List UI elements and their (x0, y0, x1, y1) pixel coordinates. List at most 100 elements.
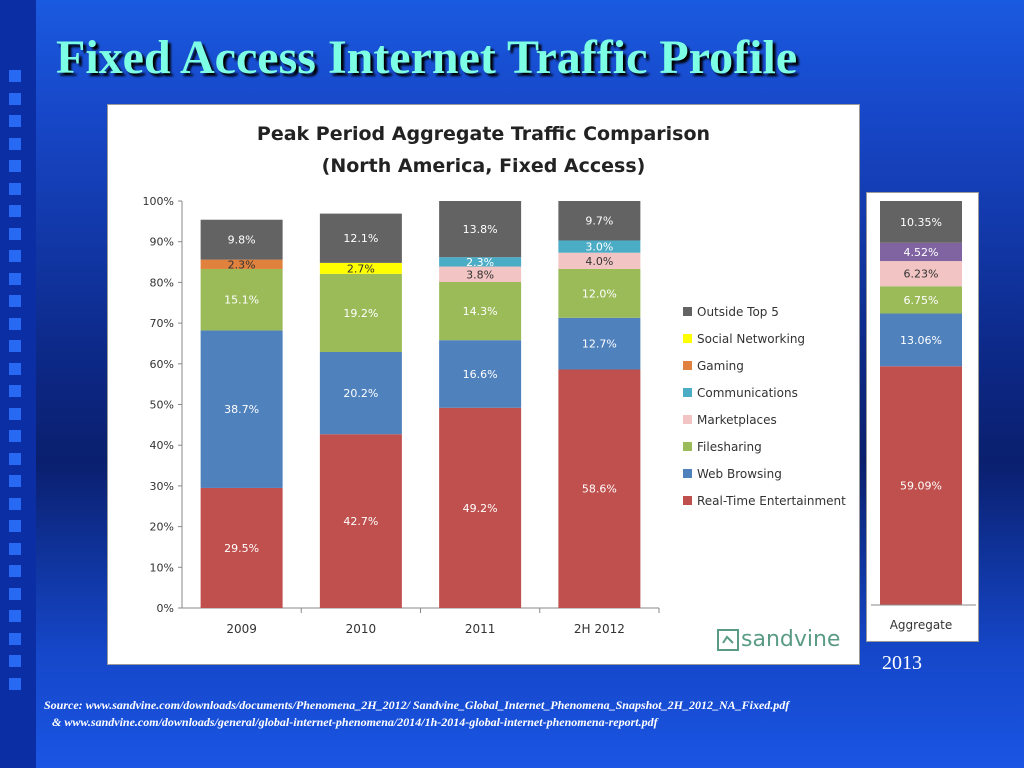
data-label: 42.7% (343, 515, 378, 528)
data-label: 29.5% (224, 542, 259, 555)
x-tick-label: 2009 (226, 622, 257, 636)
bar-segment-marketplaces (880, 261, 962, 287)
chart-subtitle: (North America, Fixed Access) (321, 155, 646, 177)
data-label: 2.7% (347, 262, 375, 275)
data-label: 12.1% (343, 232, 378, 245)
side-square (9, 497, 21, 510)
side-square (9, 587, 21, 600)
legend-swatch-outside-top-5 (683, 307, 692, 316)
y-tick-label: 70% (150, 317, 174, 330)
data-label: 15.1% (224, 294, 259, 307)
legend-swatch-real-time-entertainment (683, 496, 692, 505)
data-label: 13.8% (463, 223, 498, 236)
side-square (9, 610, 21, 622)
side-square (9, 340, 21, 352)
bar-segment-outside-top-5 (439, 201, 522, 258)
bar-segment-outside-top-5-purple (880, 242, 962, 262)
bar-segment-outside-top-5 (200, 219, 283, 260)
side-square (9, 205, 21, 217)
side-square (9, 295, 21, 307)
legend-label: Outside Top 5 (697, 305, 779, 319)
side-square (9, 160, 21, 172)
side-square (9, 542, 21, 555)
data-label: 2.3% (466, 256, 494, 269)
legend-label: Real-Time Entertainment (697, 494, 846, 508)
data-label: 20.2% (343, 387, 378, 400)
legend-swatch-gaming (683, 361, 692, 370)
side-square (9, 317, 21, 330)
bar-segment-web-browsing (558, 317, 641, 370)
data-label: 59.09% (900, 480, 942, 493)
bar-segment-filesharing (880, 286, 962, 314)
data-label: 49.2% (463, 502, 498, 515)
legend-swatch-filesharing (683, 442, 692, 451)
bar-segment-social-networking (319, 262, 402, 274)
bar-segment-communications (558, 240, 641, 253)
legend-swatch-marketplaces (683, 415, 692, 424)
data-label: 58.6% (582, 483, 617, 496)
legend-label: Marketplaces (697, 413, 777, 427)
bar-segment-real-time-entertainment (200, 487, 283, 608)
y-tick-label: 0% (157, 602, 174, 615)
side-square (9, 475, 21, 487)
side-square (9, 407, 21, 420)
y-tick-label: 30% (150, 480, 174, 493)
y-tick-label: 100% (143, 195, 174, 208)
bar-segment-real-time-entertainment (880, 366, 962, 605)
side-square (9, 520, 21, 532)
data-label: 4.52% (904, 246, 939, 259)
side-square (9, 272, 21, 285)
sandvine-logo-icon (717, 628, 739, 651)
y-tick-label: 60% (150, 358, 174, 371)
bar-segment-web-browsing (319, 351, 402, 435)
side-square (9, 385, 21, 397)
data-label: 9.8% (228, 234, 256, 247)
bar-segment-marketplaces (558, 252, 641, 269)
legend-label: Social Networking (697, 332, 805, 346)
side-square (9, 565, 21, 577)
source-line-2: & www.sandvine.com/downloads/general/glo… (52, 715, 658, 729)
bar-segment-outside-top-5 (319, 213, 402, 263)
data-label: 13.06% (900, 334, 942, 347)
y-tick-label: 40% (150, 439, 174, 452)
slide-title: Fixed Access Internet Traffic Profile (56, 31, 798, 84)
data-label: 4.0% (585, 255, 613, 268)
bar-segment-filesharing (558, 268, 641, 318)
data-label: 12.0% (582, 287, 617, 300)
side-square (9, 227, 21, 240)
y-tick-label: 50% (150, 399, 174, 412)
legend-label: Web Browsing (697, 467, 782, 481)
x-tick-label: 2H 2012 (574, 622, 625, 636)
bar-segment-web-browsing (880, 313, 962, 367)
bar-segment-web-browsing (439, 340, 522, 408)
data-label: 3.0% (585, 241, 613, 254)
bar-segment-marketplaces (439, 266, 522, 282)
data-label: 38.7% (224, 403, 259, 416)
side-square (9, 632, 21, 645)
legend-label: Filesharing (697, 440, 762, 454)
side-square (9, 70, 21, 82)
legend-label: Communications (697, 386, 798, 400)
bar-segment-real-time-entertainment (558, 369, 641, 608)
side-square (9, 137, 21, 150)
bar-segment-gaming (200, 259, 283, 269)
main-chart-panel: Peak Period Aggregate Traffic Comparison… (107, 104, 860, 665)
data-label: 6.75% (904, 294, 939, 307)
side-square (9, 452, 21, 465)
aggregate-chart-panel: 59.09% 13.06% 6.75% 6.23% 4.52% 10.35% Aggrega… (866, 192, 979, 642)
sandvine-logo: sandvine (717, 627, 840, 652)
y-tick-label: 90% (150, 236, 174, 249)
chart-title: Peak Period Aggregate Traffic Comparison (256, 123, 711, 145)
bar-segment-communications (439, 257, 522, 267)
data-label: 2.3% (228, 258, 256, 271)
bar-segment-web-browsing (200, 330, 283, 488)
bar-segment-real-time-entertainment (319, 434, 402, 608)
source-line-1: Source: www.sandvine.com/downloads/docum… (44, 698, 790, 712)
x-tick-label: 2010 (346, 622, 377, 636)
main-stacked-bar-chart: 0% 10% 20% 30% 40% 50% 60% 70% 80% 90% 100% 29.5% 38… (143, 195, 847, 636)
side-square (9, 92, 21, 105)
source-citation: Source: www.sandvine.com/downloads/docum… (44, 697, 789, 731)
bar-segment-outside-top-5 (880, 201, 962, 243)
data-label: 12.7% (582, 338, 617, 351)
bar-segment-outside-top-5 (558, 201, 641, 241)
